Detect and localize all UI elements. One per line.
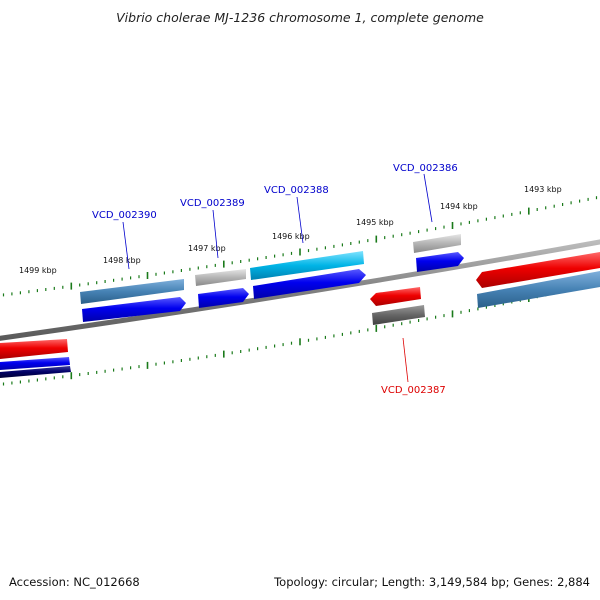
gene-label-vcd-002388[interactable]: VCD_002388 [264, 185, 329, 196]
gene-feature-blue-3[interactable] [253, 269, 366, 299]
gene-feature-darkgray-1[interactable] [372, 305, 425, 325]
gene-feature-blue-1[interactable] [82, 297, 186, 322]
scale-label-1499: 1499 kbp [19, 266, 57, 275]
leader-line-vcd-002386 [423, 173, 433, 223]
scale-label-1498: 1498 kbp [103, 256, 141, 265]
gene-feature-navy-left[interactable] [0, 366, 71, 378]
scale-label-1493: 1493 kbp [524, 185, 562, 194]
genome-info-text: Topology: circular; Length: 3,149,584 bp… [274, 575, 590, 589]
leader-line-vcd-002389 [212, 209, 219, 259]
gene-feature-steelblue-2[interactable] [477, 271, 600, 308]
scale-label-1495: 1495 kbp [356, 218, 394, 227]
gene-feature-gray-1[interactable] [195, 269, 246, 286]
scale-label-1497: 1497 kbp [188, 244, 226, 253]
outer-scale-track [2, 196, 598, 297]
gene-feature-gray-2[interactable] [413, 234, 461, 253]
gene-feature-cyan-1[interactable] [250, 251, 364, 280]
gene-feature-blue-2[interactable] [198, 288, 249, 308]
gene-feature-blue-left[interactable] [0, 357, 70, 370]
gene-label-vcd-002387[interactable]: VCD_002387 [381, 385, 446, 396]
leader-line-vcd-002390 [122, 221, 130, 270]
gene-feature-red-left[interactable] [0, 339, 68, 359]
gene-label-vcd-002390[interactable]: VCD_002390 [92, 210, 157, 221]
leader-line-vcd-002388 [296, 196, 304, 244]
scale-label-1494: 1494 kbp [440, 202, 478, 211]
gene-label-vcd-002386[interactable]: VCD_002386 [393, 163, 458, 174]
accession-text: Accession: NC_012668 [9, 575, 140, 589]
gene-feature-blue-4[interactable] [416, 252, 464, 272]
leader-line-vcd-002387 [402, 337, 409, 383]
map-title: Vibrio cholerae MJ-1236 chromosome 1, co… [116, 10, 484, 25]
gene-feature-steelblue-1[interactable] [80, 279, 184, 304]
gene-feature-red-outer[interactable] [476, 252, 600, 288]
scale-label-1496: 1496 kbp [272, 232, 310, 241]
gene-feature-red-inner[interactable] [370, 287, 421, 306]
gene-label-vcd-002389[interactable]: VCD_002389 [180, 198, 245, 209]
chromosome-backbone [0, 239, 600, 341]
